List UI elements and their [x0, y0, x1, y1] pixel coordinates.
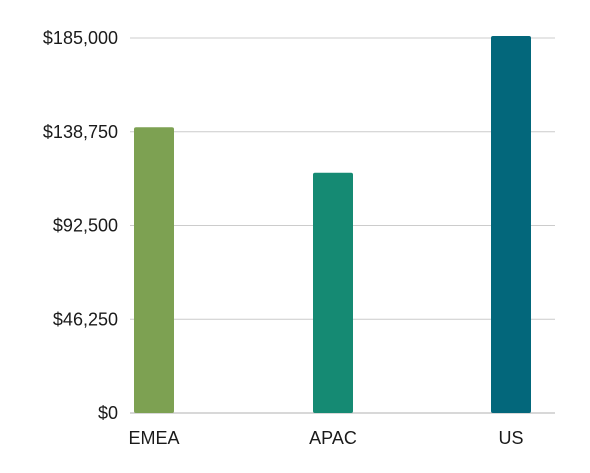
bar-emea	[134, 127, 174, 414]
y-tick-label: $92,500	[53, 216, 118, 236]
bar-us	[491, 35, 531, 414]
x-category-label: US	[498, 428, 523, 448]
x-category-label: EMEA	[128, 428, 179, 448]
y-tick-label: $46,250	[53, 309, 118, 329]
y-tick-label: $185,000	[43, 28, 118, 48]
x-category-label: APAC	[309, 428, 357, 448]
y-tick-label: $138,750	[43, 122, 118, 142]
x-axis-category-labels: EMEA APAC US	[128, 428, 523, 448]
bars	[134, 35, 531, 414]
bar-apac	[313, 172, 353, 413]
y-axis-tick-labels: $0 $46,250 $92,500 $138,750 $185,000	[43, 28, 118, 423]
y-tick-label: $0	[98, 403, 118, 423]
